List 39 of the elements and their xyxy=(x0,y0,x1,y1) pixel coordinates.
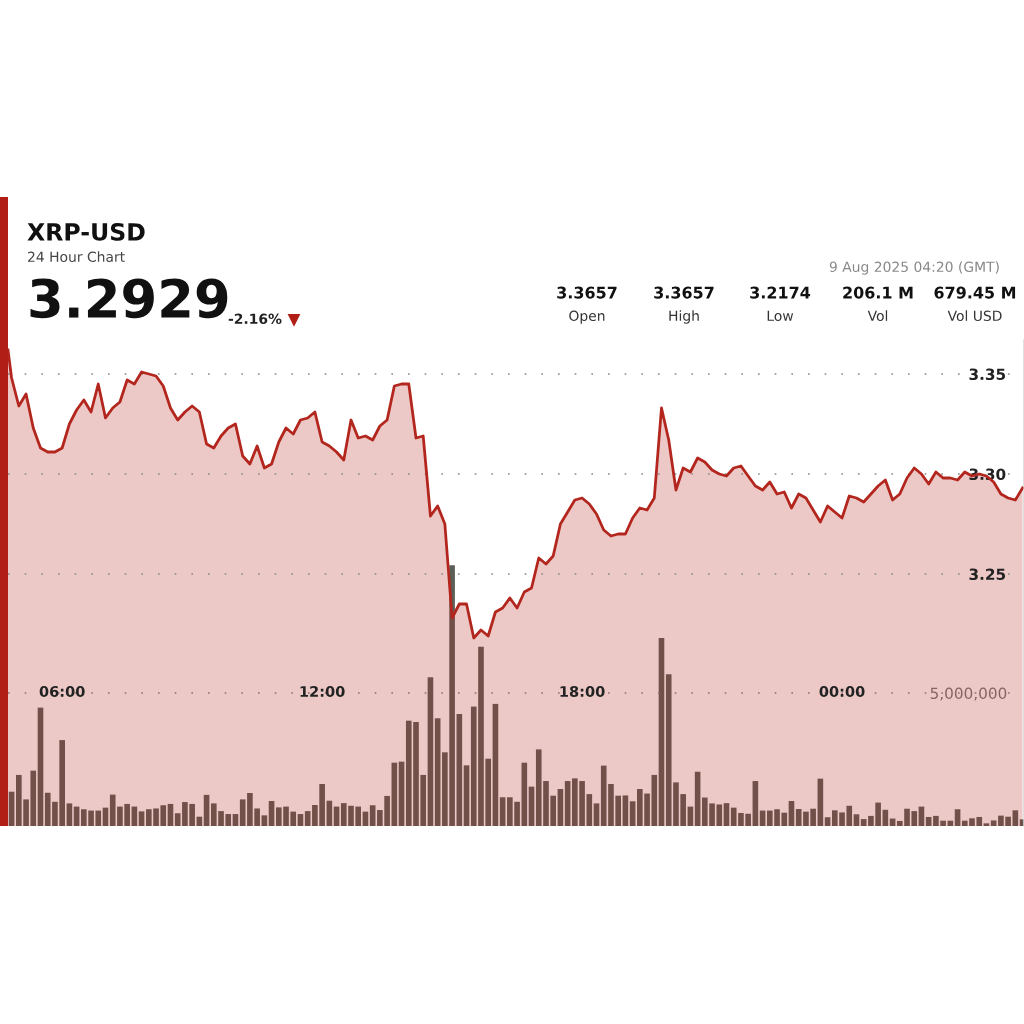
text: 3.2929 xyxy=(30,278,228,319)
text: Low xyxy=(767,310,794,322)
text: Vol xyxy=(867,310,888,322)
text: 679.45 M xyxy=(934,286,1016,299)
bar xyxy=(954,809,961,826)
bar xyxy=(261,815,268,826)
y-tick-label: 3.35 xyxy=(969,368,1006,381)
text: Vol USD xyxy=(947,310,1002,322)
bar xyxy=(593,803,600,826)
bar xyxy=(983,823,990,826)
text: 206.1 M xyxy=(843,286,913,299)
bar xyxy=(369,805,376,826)
text: High xyxy=(669,310,699,324)
text: ▼ xyxy=(287,313,301,327)
bar xyxy=(138,811,145,826)
y-tick-label: 3.25 xyxy=(969,568,1006,581)
x-tick-label: 18:00 xyxy=(560,685,605,698)
text: 3.3657 xyxy=(557,286,617,299)
bar xyxy=(629,801,636,826)
text: 3.3657 xyxy=(654,286,714,299)
chart-subtitle: 24 Hour Chart xyxy=(28,251,125,263)
text: -2.16% xyxy=(228,313,282,325)
x-tick-label: 00:00 xyxy=(819,685,865,698)
x-tick-label: 06:00 xyxy=(39,685,85,698)
text: 9 Aug 2025 04:20 (GMT) xyxy=(829,261,999,275)
x-tick-label: 12:00 xyxy=(300,685,345,698)
text: Open xyxy=(569,310,605,324)
text: 3.2174 xyxy=(750,286,811,299)
bar xyxy=(297,814,304,826)
bar xyxy=(824,817,831,826)
bar xyxy=(990,820,997,826)
bar xyxy=(853,814,860,826)
chart-title: XRP-USD xyxy=(27,222,145,241)
bar xyxy=(622,795,629,826)
bar xyxy=(1012,810,1019,826)
bar xyxy=(66,803,73,826)
bar xyxy=(232,814,239,826)
y2-tick-label: 5,000,000 xyxy=(930,687,1007,701)
bar xyxy=(499,797,506,826)
